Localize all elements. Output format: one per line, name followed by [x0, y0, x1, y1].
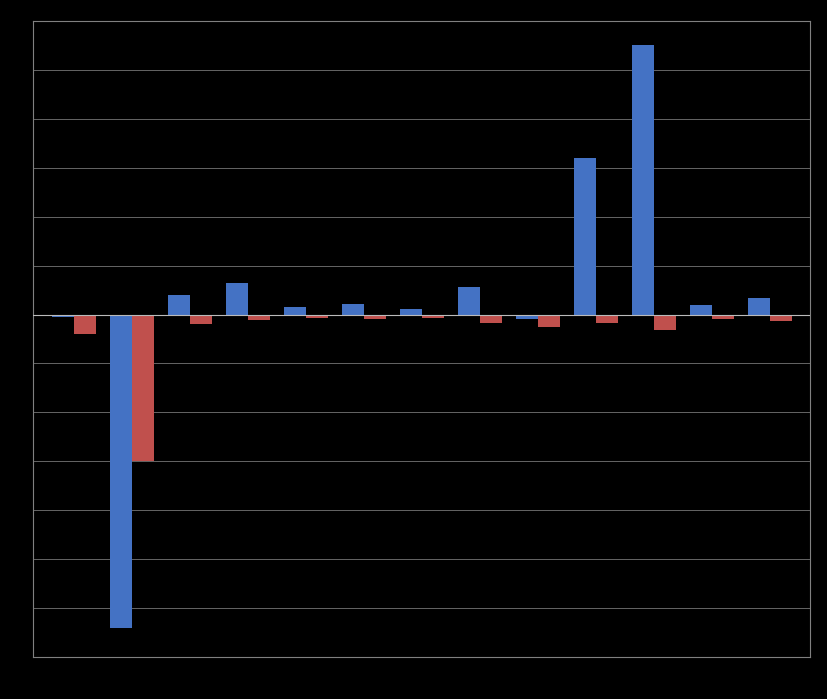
- Bar: [131, 315, 154, 461]
- Bar: [168, 295, 189, 315]
- Bar: [189, 315, 212, 324]
- Bar: [306, 315, 327, 318]
- Bar: [632, 45, 654, 315]
- Bar: [712, 315, 734, 319]
- Bar: [342, 304, 364, 315]
- Bar: [284, 307, 306, 315]
- Bar: [595, 315, 618, 324]
- Bar: [770, 315, 792, 322]
- Bar: [654, 315, 676, 330]
- Bar: [748, 298, 770, 315]
- Bar: [574, 158, 595, 315]
- Bar: [110, 315, 131, 628]
- Bar: [690, 305, 712, 315]
- Bar: [74, 315, 96, 334]
- Bar: [399, 309, 422, 315]
- Bar: [538, 315, 560, 327]
- Bar: [480, 315, 502, 324]
- Bar: [364, 315, 386, 319]
- Bar: [226, 283, 248, 315]
- Bar: [516, 315, 538, 319]
- Bar: [422, 315, 444, 319]
- Bar: [51, 315, 74, 317]
- Bar: [457, 287, 480, 315]
- Bar: [248, 315, 270, 320]
